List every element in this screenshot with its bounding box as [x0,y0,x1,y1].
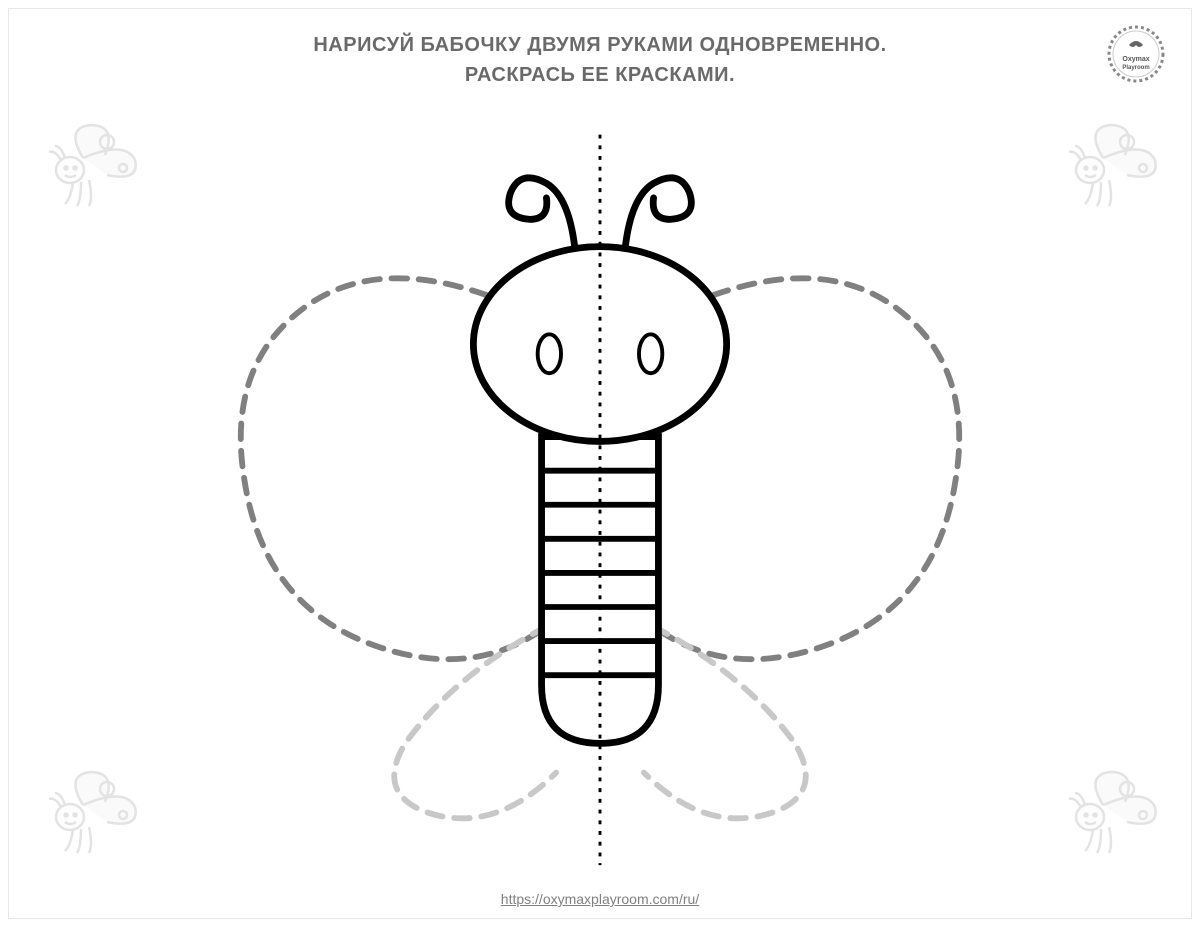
corner-butterfly-icon [1055,120,1165,210]
footer-url[interactable]: https://oxymaxplayroom.com/ru/ [0,891,1200,907]
corner-butterfly-icon [35,767,145,857]
corner-butterfly-icon [35,120,145,210]
butterfly-worksheet [0,120,1200,870]
corner-butterfly-icon [1055,767,1165,857]
title-line-1: Нарисуй бабочку двумя руками одновременн… [0,30,1200,60]
brand-logo: Oxymax Playroom [1107,25,1165,83]
antenna-left [509,178,576,257]
instruction-title: Нарисуй бабочку двумя руками одновременн… [0,30,1200,90]
butterfly-body [542,437,659,744]
eye-right [639,334,662,373]
antenna-right [624,178,691,257]
title-line-2: Раскрась ее красками. [0,60,1200,90]
logo-text-top: Oxymax [1122,56,1149,63]
logo-text-bottom: Playroom [1122,65,1149,71]
eye-left [538,334,561,373]
